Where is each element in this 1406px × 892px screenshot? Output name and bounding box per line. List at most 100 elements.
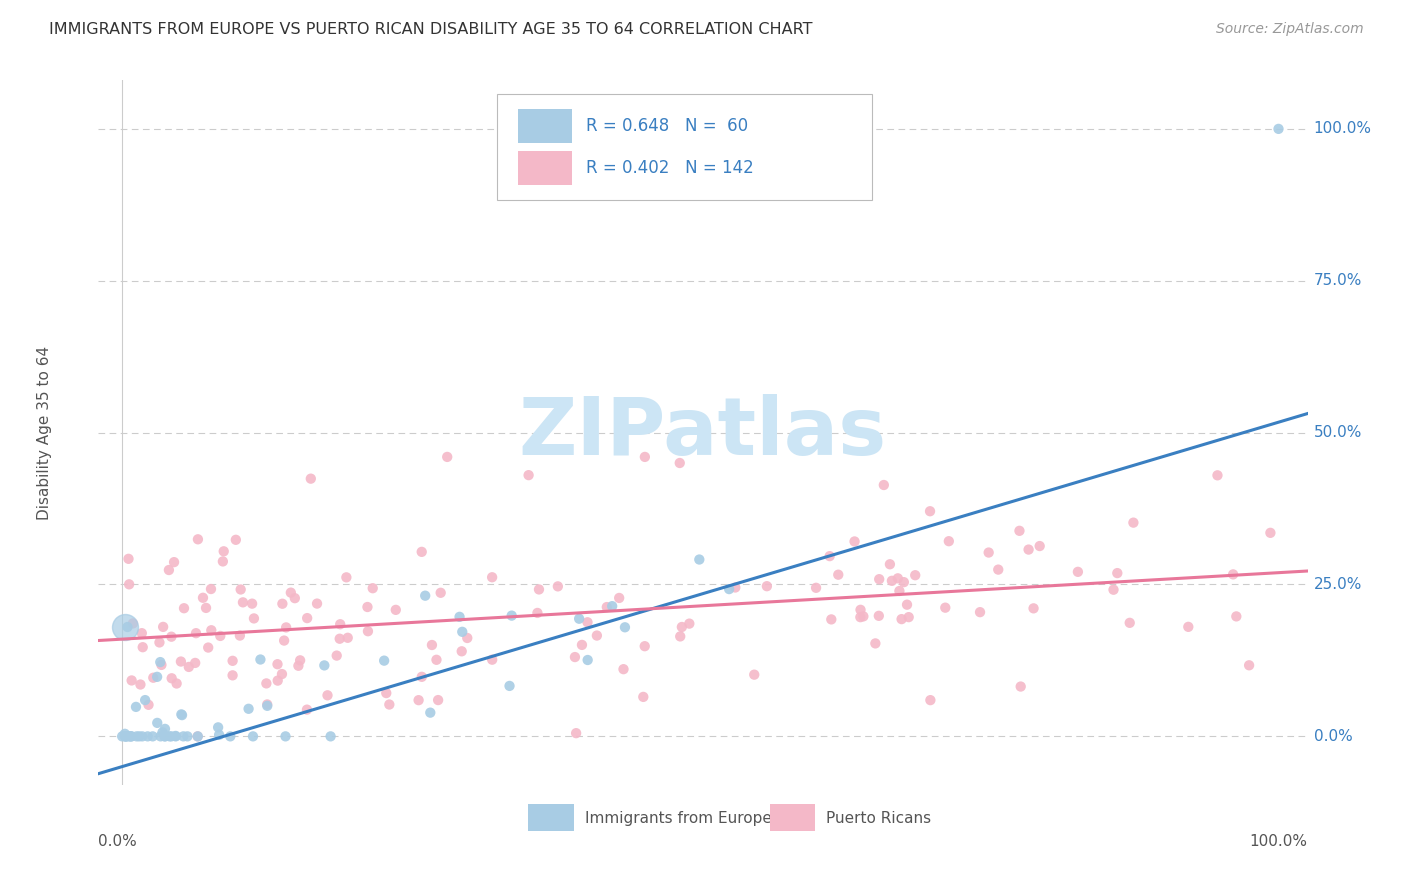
Point [238,702,260,716]
Point [146,715,169,730]
Point [852,609,875,624]
Point [607,591,630,605]
Point [288,653,311,667]
Point [256,698,278,712]
Point [564,650,586,665]
Point [284,591,307,606]
Point [329,617,352,632]
Point [586,628,609,642]
Point [335,570,357,584]
Point [517,468,540,483]
Point [449,610,471,624]
Point [526,606,548,620]
Point [384,603,406,617]
Point [240,597,263,611]
Point [880,574,903,588]
Point [254,676,277,690]
Bar [517,109,572,143]
Point [498,679,520,693]
Point [865,636,887,650]
Point [879,558,901,572]
Text: R = 0.402   N = 142: R = 0.402 N = 142 [586,160,754,178]
Bar [517,152,572,186]
Point [114,727,136,741]
Point [613,620,636,634]
Point [173,601,195,615]
Point [142,730,165,744]
Text: 0.0%: 0.0% [98,834,138,849]
Text: R = 0.648   N =  60: R = 0.648 N = 60 [586,117,748,135]
Point [299,472,322,486]
Point [425,653,447,667]
Point [242,730,264,744]
Point [1260,525,1282,540]
Point [170,707,193,722]
Point [243,611,266,625]
Point [897,610,920,624]
Point [1028,539,1050,553]
Point [451,624,474,639]
Point [138,698,160,712]
Point [820,612,842,626]
Point [225,533,247,547]
Point [325,648,347,663]
Point [125,699,148,714]
Text: Source: ZipAtlas.com: Source: ZipAtlas.com [1216,22,1364,37]
Point [131,730,153,744]
Point [411,545,433,559]
Point [818,549,841,563]
Point [176,730,198,744]
Point [232,595,254,609]
Point [527,582,550,597]
Point [165,729,187,743]
Text: 100.0%: 100.0% [1313,121,1372,136]
Point [276,620,298,634]
Point [305,597,328,611]
Point [893,575,915,590]
Point [571,638,593,652]
Point [114,620,136,634]
Point [668,456,690,470]
Point [378,698,401,712]
Point [1267,121,1289,136]
Point [122,616,145,631]
Point [357,624,380,639]
Point [969,605,991,619]
Point [436,450,458,464]
Point [160,630,183,644]
Point [128,730,150,744]
Point [114,730,136,744]
Point [152,725,174,739]
Point [678,616,700,631]
Point [576,615,599,630]
Point [896,598,918,612]
Point [904,568,927,582]
Text: Puerto Ricans: Puerto Ricans [827,811,931,826]
Point [229,582,252,597]
Point [827,567,849,582]
Point [1122,516,1144,530]
Text: IMMIGRANTS FROM EUROPE VS PUERTO RICAN DISABILITY AGE 35 TO 64 CORRELATION CHART: IMMIGRANTS FROM EUROPE VS PUERTO RICAN D… [49,22,813,37]
Text: 100.0%: 100.0% [1250,834,1308,849]
Point [918,504,941,518]
Point [1022,601,1045,615]
Point [450,644,472,658]
Point [212,544,235,558]
Point [501,608,523,623]
Point [1018,542,1040,557]
Point [565,726,588,740]
Point [669,629,692,643]
Point [295,703,318,717]
Point [155,730,177,744]
Point [1008,524,1031,538]
Point [187,730,209,744]
Text: 50.0%: 50.0% [1313,425,1362,440]
Point [634,639,657,653]
Point [1225,609,1247,624]
Point [336,631,359,645]
Point [934,600,956,615]
Point [427,693,450,707]
Point [873,478,896,492]
Point [576,653,599,667]
Point [118,577,141,591]
